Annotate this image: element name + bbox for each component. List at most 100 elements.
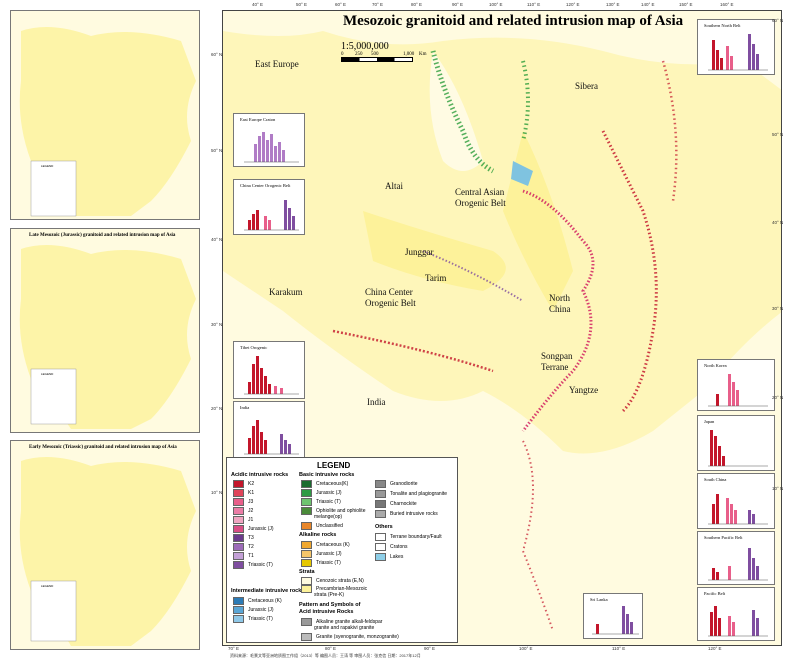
legend-swatch bbox=[233, 516, 244, 524]
legend-swatch bbox=[233, 597, 244, 605]
scale-bar-graphic bbox=[341, 57, 413, 62]
inset-title: Southern North Belt bbox=[704, 23, 741, 28]
legend-item: T1 bbox=[233, 552, 254, 560]
lon-label: 90° E bbox=[452, 2, 464, 7]
legend-swatch bbox=[301, 550, 312, 558]
legend-item: K2 bbox=[233, 480, 254, 488]
side-map-title: Late Mesozoic (Jurassic) granitoid and r… bbox=[29, 233, 176, 238]
legend-item: Jurassic (J) bbox=[301, 489, 342, 497]
lon-label-bottom: 120° E bbox=[708, 646, 722, 651]
inset-histogram bbox=[708, 430, 768, 467]
legend-item: Cenozoic strata (E,N) bbox=[301, 577, 364, 585]
legend-item: J1 bbox=[233, 516, 253, 524]
inset-title: China Center Orogenic Belt bbox=[240, 183, 291, 188]
inset-title: Southern Pacific Belt bbox=[704, 535, 743, 540]
inset-altai: China Center Orogenic Belt bbox=[233, 179, 305, 235]
scale-tick: 250 bbox=[355, 52, 363, 57]
side-map-geography: LEGEND bbox=[19, 245, 196, 429]
legend-heading-alkaline: Alkaline rocks bbox=[299, 532, 337, 538]
region-label-sibera: Sibera bbox=[575, 81, 598, 91]
region-label-central-asian-2: Orogenic Belt bbox=[455, 198, 506, 208]
scale-tick: 0 bbox=[341, 52, 344, 57]
inset-southern-pacific: Southern Pacific Belt bbox=[697, 531, 775, 585]
inset-histogram bbox=[708, 494, 768, 525]
legend-item: Cratons bbox=[375, 543, 408, 551]
legend-heading-intermediate: Intermediate intrusive rocks bbox=[231, 588, 305, 594]
region-label-songpan: Songpan bbox=[541, 351, 573, 361]
legend-item: T3 bbox=[233, 534, 254, 542]
inset-title: Pacific Belt bbox=[704, 591, 726, 596]
lon-label: 70° E bbox=[372, 2, 384, 7]
inset-histogram bbox=[592, 606, 639, 635]
side-map-legend-label: LEGEND bbox=[41, 372, 54, 376]
legend-panel: LEGEND Acidic intrusive rocks K2 K1 J3 J… bbox=[226, 457, 458, 643]
lat-label-right: 60° N bbox=[772, 18, 784, 23]
scale-tick: Km bbox=[419, 52, 427, 57]
lon-label: 150° E bbox=[679, 2, 693, 7]
region-label-junggar: Junggar bbox=[405, 247, 434, 257]
legend-item: Triassic (T) bbox=[301, 559, 341, 567]
inset-title: East Europe Craton bbox=[240, 117, 276, 122]
legend-swatch bbox=[301, 541, 312, 549]
region-label-china-center-2: Orogenic Belt bbox=[365, 298, 416, 308]
side-map-cretaceous: Late Mesozoic (Cretaceous) granitoid and… bbox=[10, 10, 200, 220]
inset-title: Tibet Orogenic bbox=[240, 345, 268, 350]
lat-label-right: 50° N bbox=[772, 132, 784, 137]
legend-swatch bbox=[301, 489, 312, 497]
legend-item: Triassic (T) bbox=[233, 615, 273, 623]
side-map-geography: LEGEND bbox=[11, 11, 199, 219]
legend-item: Cretaceous(K) bbox=[301, 480, 348, 488]
footer-credits: 资料来源：毛景文等亚洲地质图工作组（2013）等 编图人员：王涛 等 审图人员：… bbox=[230, 653, 421, 658]
legend-item: Jurassic (J) bbox=[301, 550, 342, 558]
region-label-yangtze: Yangtze bbox=[569, 385, 599, 395]
legend-swatch bbox=[301, 498, 312, 506]
inset-histogram bbox=[244, 420, 299, 455]
legend-swatch bbox=[233, 552, 244, 560]
legend-item: strata (Pre-K) bbox=[314, 592, 345, 598]
legend-swatch bbox=[301, 480, 312, 488]
legend-swatch bbox=[301, 559, 312, 567]
lat-label-right: 30° N bbox=[772, 306, 784, 311]
legend-heading-pattern: Pattern and Symbols of bbox=[299, 602, 361, 608]
lat-label-right: 40° N bbox=[772, 220, 784, 225]
region-label-east-europe: East Europe bbox=[255, 59, 299, 69]
inset-histogram bbox=[244, 132, 299, 163]
inset-east-europe: East Europe Craton bbox=[233, 113, 305, 167]
legend-item: granite and rapakivi granite bbox=[314, 625, 375, 631]
legend-item: Ophiolite and ophiolite bbox=[301, 507, 365, 515]
lon-label-bottom: 110° E bbox=[612, 646, 626, 651]
inset-south-china: South China bbox=[697, 473, 775, 529]
inset-japan: Japan bbox=[697, 415, 775, 471]
lon-label: 40° E bbox=[252, 2, 264, 7]
inset-histogram bbox=[708, 34, 768, 71]
legend-swatch bbox=[375, 480, 386, 488]
lat-label-right: 10° N bbox=[772, 486, 784, 491]
lon-label: 100° E bbox=[489, 2, 503, 7]
region-label-india: India bbox=[367, 397, 386, 407]
legend-swatch bbox=[301, 507, 312, 515]
inset-histogram bbox=[708, 548, 768, 581]
legend-swatch bbox=[375, 500, 386, 508]
legend-swatch bbox=[233, 606, 244, 614]
legend-heading-strata: Strata bbox=[299, 569, 315, 575]
inset-histogram bbox=[708, 374, 768, 407]
legend-item: Triassic (T) bbox=[233, 561, 273, 569]
legend-heading-pattern-2: Acid intrusive Rocks bbox=[299, 609, 354, 615]
lat-label: 40° N bbox=[211, 237, 223, 242]
inset-histogram bbox=[708, 606, 768, 637]
region-label-china-center: China Center bbox=[365, 287, 413, 297]
inset-india: India bbox=[233, 401, 305, 459]
legend-swatch bbox=[375, 543, 386, 551]
legend-item: Cretaceous (K) bbox=[233, 597, 282, 605]
legend-item: J3 bbox=[233, 498, 253, 506]
legend-heading-acidic: Acidic intrusive rocks bbox=[231, 472, 289, 478]
legend-swatch bbox=[301, 577, 312, 585]
legend-heading-others: Others bbox=[375, 524, 393, 530]
legend-swatch bbox=[233, 498, 244, 506]
legend-swatch bbox=[375, 533, 386, 541]
legend-item: J2 bbox=[233, 507, 253, 515]
legend-item: Jurassic (J) bbox=[233, 606, 274, 614]
lon-label-bottom: 100° E bbox=[519, 646, 533, 651]
legend-swatch bbox=[233, 480, 244, 488]
legend-swatch bbox=[233, 615, 244, 623]
